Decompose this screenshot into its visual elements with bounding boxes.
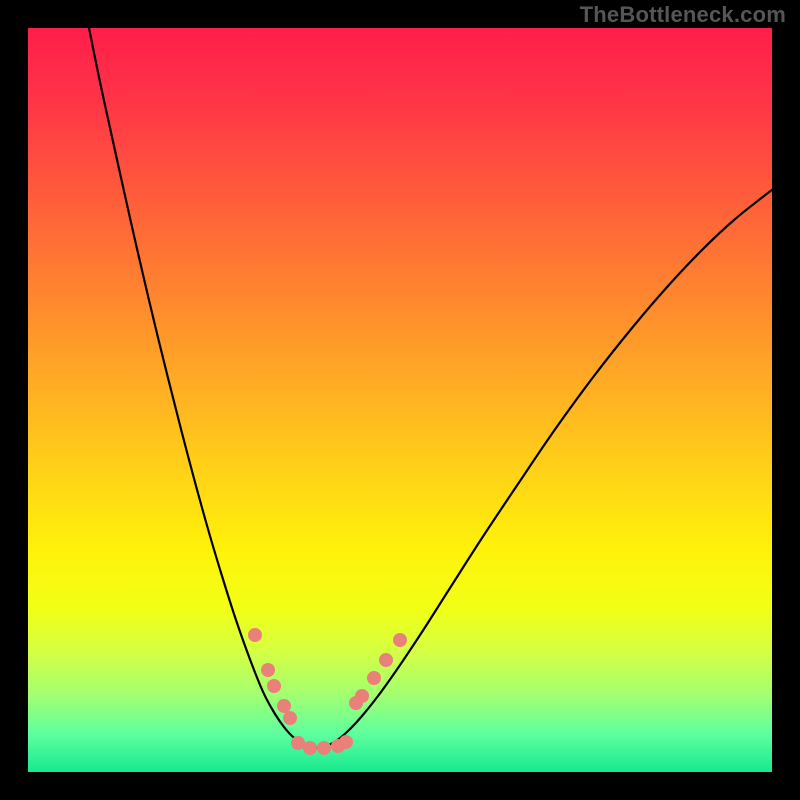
data-marker bbox=[367, 671, 381, 685]
data-marker bbox=[261, 663, 275, 677]
data-marker bbox=[277, 699, 291, 713]
data-marker bbox=[317, 741, 331, 755]
plot-area bbox=[28, 28, 772, 772]
data-marker bbox=[283, 711, 297, 725]
data-marker bbox=[393, 633, 407, 647]
chart-svg bbox=[28, 28, 772, 772]
data-marker bbox=[339, 735, 353, 749]
data-marker bbox=[379, 653, 393, 667]
data-marker bbox=[267, 679, 281, 693]
gradient-background bbox=[28, 28, 772, 772]
watermark-text: TheBottleneck.com bbox=[580, 2, 786, 28]
data-marker bbox=[355, 689, 369, 703]
data-marker bbox=[291, 736, 305, 750]
data-marker bbox=[248, 628, 262, 642]
data-marker bbox=[303, 741, 317, 755]
